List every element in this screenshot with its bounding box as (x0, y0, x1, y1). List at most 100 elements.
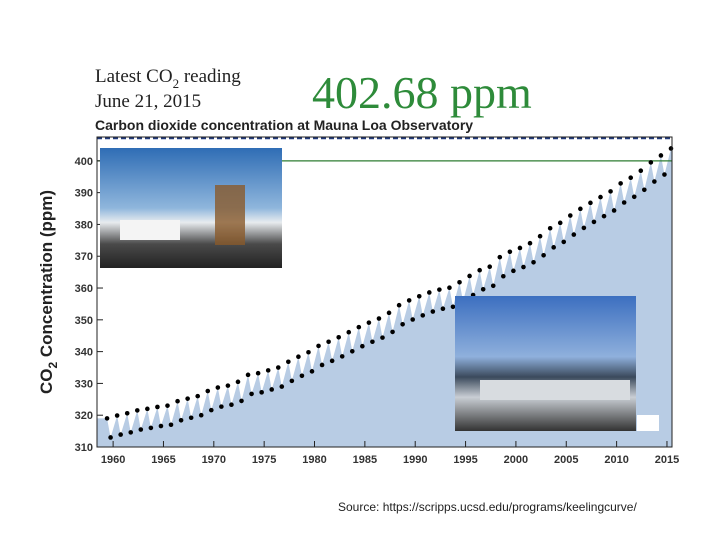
data-point (480, 286, 486, 292)
data-point (229, 402, 234, 408)
data-point (326, 339, 331, 345)
subscript: 2 (173, 76, 180, 91)
data-point (165, 403, 170, 408)
data-point (501, 273, 506, 279)
data-point (648, 160, 654, 165)
data-point (198, 412, 204, 418)
data-point (255, 370, 261, 376)
x-tick-label: 1975 (252, 454, 276, 466)
label-text: CO (37, 369, 56, 395)
data-point (652, 179, 657, 184)
data-point (440, 306, 446, 311)
data-point (531, 259, 536, 265)
data-point (366, 320, 372, 325)
data-point (148, 425, 154, 431)
data-point (447, 285, 452, 291)
data-point (618, 181, 623, 186)
y-tick-label: 370 (75, 251, 93, 263)
data-point (329, 358, 335, 364)
reading: 402.68 ppm (312, 67, 532, 118)
building (480, 380, 630, 400)
data-point (611, 208, 617, 213)
data-point (416, 293, 422, 299)
data-point (591, 219, 597, 225)
x-tick-label: 2000 (504, 454, 528, 466)
data-point (360, 343, 365, 349)
observatory-photo (100, 148, 282, 268)
data-point (450, 304, 456, 310)
data-point (430, 309, 436, 314)
y-tick-label: 400 (75, 156, 93, 168)
data-point (437, 287, 442, 292)
data-point (601, 213, 607, 219)
data-point (336, 335, 341, 340)
data-point (547, 225, 553, 231)
data-point (195, 393, 201, 399)
data-point (490, 283, 496, 289)
data-point (145, 406, 150, 412)
data-point (396, 302, 402, 308)
x-tick-label: 2005 (554, 454, 578, 466)
data-point (567, 213, 573, 218)
data-point (517, 245, 523, 251)
data-point (631, 194, 637, 200)
data-point (557, 220, 563, 226)
data-point (507, 249, 513, 255)
data-point (642, 187, 647, 193)
data-point (185, 396, 190, 401)
x-tick-label: 1965 (151, 454, 175, 466)
label-text: reading (179, 66, 241, 87)
data-point (339, 354, 345, 359)
data-point (588, 200, 593, 206)
data-point (118, 432, 123, 437)
y-tick-label: 330 (75, 378, 93, 390)
data-point (175, 398, 180, 404)
data-point (134, 408, 140, 413)
x-tick-label: 2010 (604, 454, 628, 466)
data-point (235, 379, 241, 385)
data-point (239, 398, 244, 404)
x-tick-label: 1985 (353, 454, 377, 466)
data-point (356, 324, 362, 330)
data-point (537, 233, 543, 239)
data-point (410, 317, 415, 322)
data-point (598, 194, 603, 200)
data-point (114, 413, 120, 418)
data-point (571, 232, 577, 237)
data-point (628, 175, 634, 180)
data-point (370, 339, 375, 345)
data-point (316, 343, 321, 349)
data-point (349, 348, 355, 354)
y-tick-label: 310 (75, 442, 93, 454)
data-point (289, 378, 295, 384)
logo (637, 415, 659, 431)
date: June 21, 2015 (95, 91, 201, 112)
y-tick-label: 350 (75, 315, 93, 327)
data-point (551, 245, 556, 250)
plot-frame (96, 136, 673, 448)
x-tick-label: 2015 (655, 454, 679, 466)
data-point (581, 225, 587, 231)
data-point (205, 388, 211, 394)
data-point (188, 415, 194, 421)
data-point (662, 172, 667, 177)
data-point (400, 321, 405, 327)
data-point (245, 372, 251, 378)
data-point (380, 335, 385, 340)
data-point (178, 417, 184, 423)
photos (100, 148, 659, 431)
data-point (578, 206, 583, 212)
data-point (319, 362, 325, 368)
data-point (158, 423, 164, 429)
x-tick-label: 1970 (202, 454, 226, 466)
building (120, 220, 180, 240)
latest-label: Latest CO2 reading (95, 66, 241, 91)
data-point (155, 404, 160, 410)
data-point (497, 254, 503, 260)
data-point (477, 267, 482, 273)
data-point (658, 153, 664, 158)
data-point (467, 273, 472, 279)
label-text: Concentration (ppm) (37, 190, 56, 362)
